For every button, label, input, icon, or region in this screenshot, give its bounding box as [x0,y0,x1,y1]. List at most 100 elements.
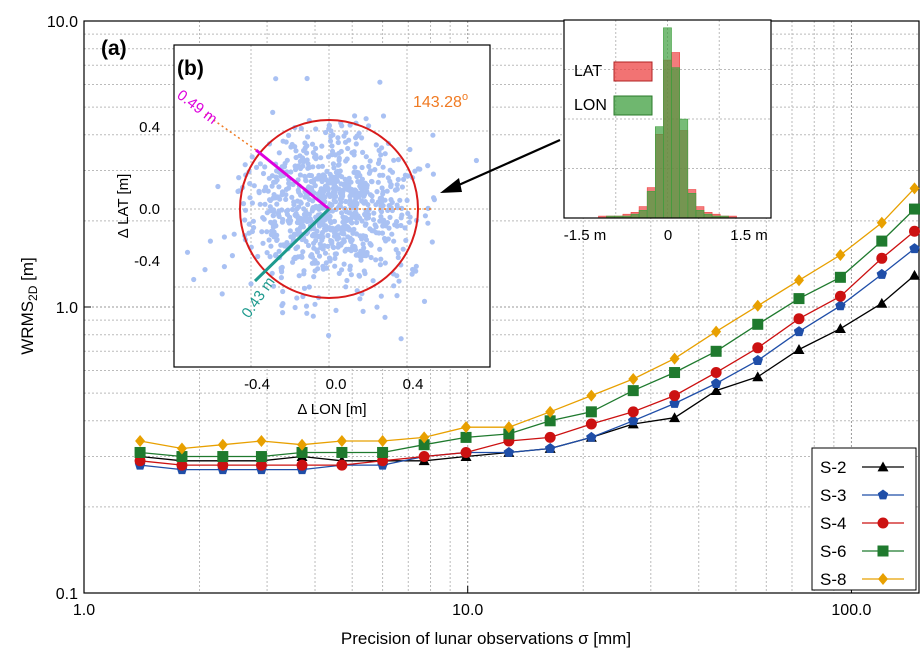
scatter-point [324,168,330,174]
scatter-point [262,201,268,207]
major-axis-line [255,148,330,211]
scatter-point [384,220,391,226]
scatter-point [316,253,323,259]
data-point [586,431,597,442]
scatter-point [394,293,400,299]
scatter-point [278,275,284,281]
scatter-point [338,192,344,198]
legend-label: S-6 [820,542,846,561]
hist-bar-lon [663,27,672,219]
scatter-point [286,132,292,138]
inset-b-ytick-1: 0.0 [139,201,160,218]
scatter-point [388,183,394,189]
scatter-point [407,214,413,220]
scatter-point [350,230,356,236]
data-point [793,274,804,287]
scatter-point [336,270,342,276]
scatter-point [381,217,387,223]
scatter-point [280,216,286,223]
scatter-point [321,189,327,195]
hist-xtick-0: -1.5 m [564,227,607,244]
scatter-point [253,164,260,170]
scatter-point [345,216,351,223]
panel-a-label: (a) [101,37,127,60]
scatter-point [322,250,329,256]
scatter-point [367,158,373,164]
data-point [544,415,556,427]
scatter-point [400,246,406,252]
scatter-point [249,154,255,160]
scatter-point [260,215,266,221]
legend-marker [877,517,889,529]
scatter-point [207,238,213,244]
scatter-point [394,182,400,188]
scatter-point [407,146,413,153]
scatter-point [376,157,383,163]
hist-bar-lon [679,118,689,219]
scatter-point [370,217,377,223]
y-tick-label: 10.0 [47,14,78,31]
scatter-point [352,113,358,119]
scatter-point [329,152,335,158]
scatter-point [344,156,350,162]
data-point [711,325,722,338]
scatter-point [373,257,379,263]
scatter-point [373,142,379,148]
scatter-point [421,298,428,304]
scatter-point [304,310,310,316]
hist-bar-lon [646,191,656,219]
scatter-point [334,236,340,242]
data-point [585,406,597,418]
scatter-point [320,172,326,178]
scatter-point [300,249,306,255]
scatter-point [290,259,296,265]
scatter-point [264,229,270,235]
scatter-point [395,205,401,211]
scatter-point [380,189,386,195]
scatter-point [363,154,369,160]
scatter-point [378,203,384,209]
scatter-point [266,237,272,243]
series-line [140,208,915,458]
scatter-point [323,129,329,136]
scatter-point [298,200,304,206]
scatter-point [398,336,404,342]
scatter-point [246,221,252,227]
scatter-point [264,210,270,216]
scatter-point [273,174,279,180]
scatter-point [309,252,315,258]
data-point [135,434,146,447]
scatter-point [371,210,377,216]
scatter-point [316,193,322,199]
scatter-point [288,169,294,175]
scatter-point [286,180,292,186]
scatter-point [219,291,225,297]
data-point [710,367,722,379]
hist-legend-lat-label: LAT [574,63,602,80]
scatter-point [305,242,312,249]
scatter-point [251,225,257,231]
scatter-point [417,166,423,172]
scatter-point [323,260,329,266]
scatter-point [310,205,316,211]
scatter-point [287,220,293,226]
scatter-point [328,133,334,139]
data-point [377,446,389,458]
series-s-4 [134,225,920,471]
scatter-point [328,128,334,134]
scatter-point [361,245,367,251]
data-point [503,421,514,434]
data-point [255,451,267,463]
scatter-point [363,116,369,122]
scatter-point [283,196,289,202]
scatter-point [259,229,265,235]
scatter-point [382,197,388,203]
scatter-point [278,265,284,271]
scatter-point [303,178,309,184]
scatter-point [344,277,350,284]
scatter-point [314,204,321,210]
scatter-point [377,262,383,268]
hist-legend-lat-swatch [613,61,653,82]
minor-axis-line [253,207,331,283]
data-point [752,355,763,365]
